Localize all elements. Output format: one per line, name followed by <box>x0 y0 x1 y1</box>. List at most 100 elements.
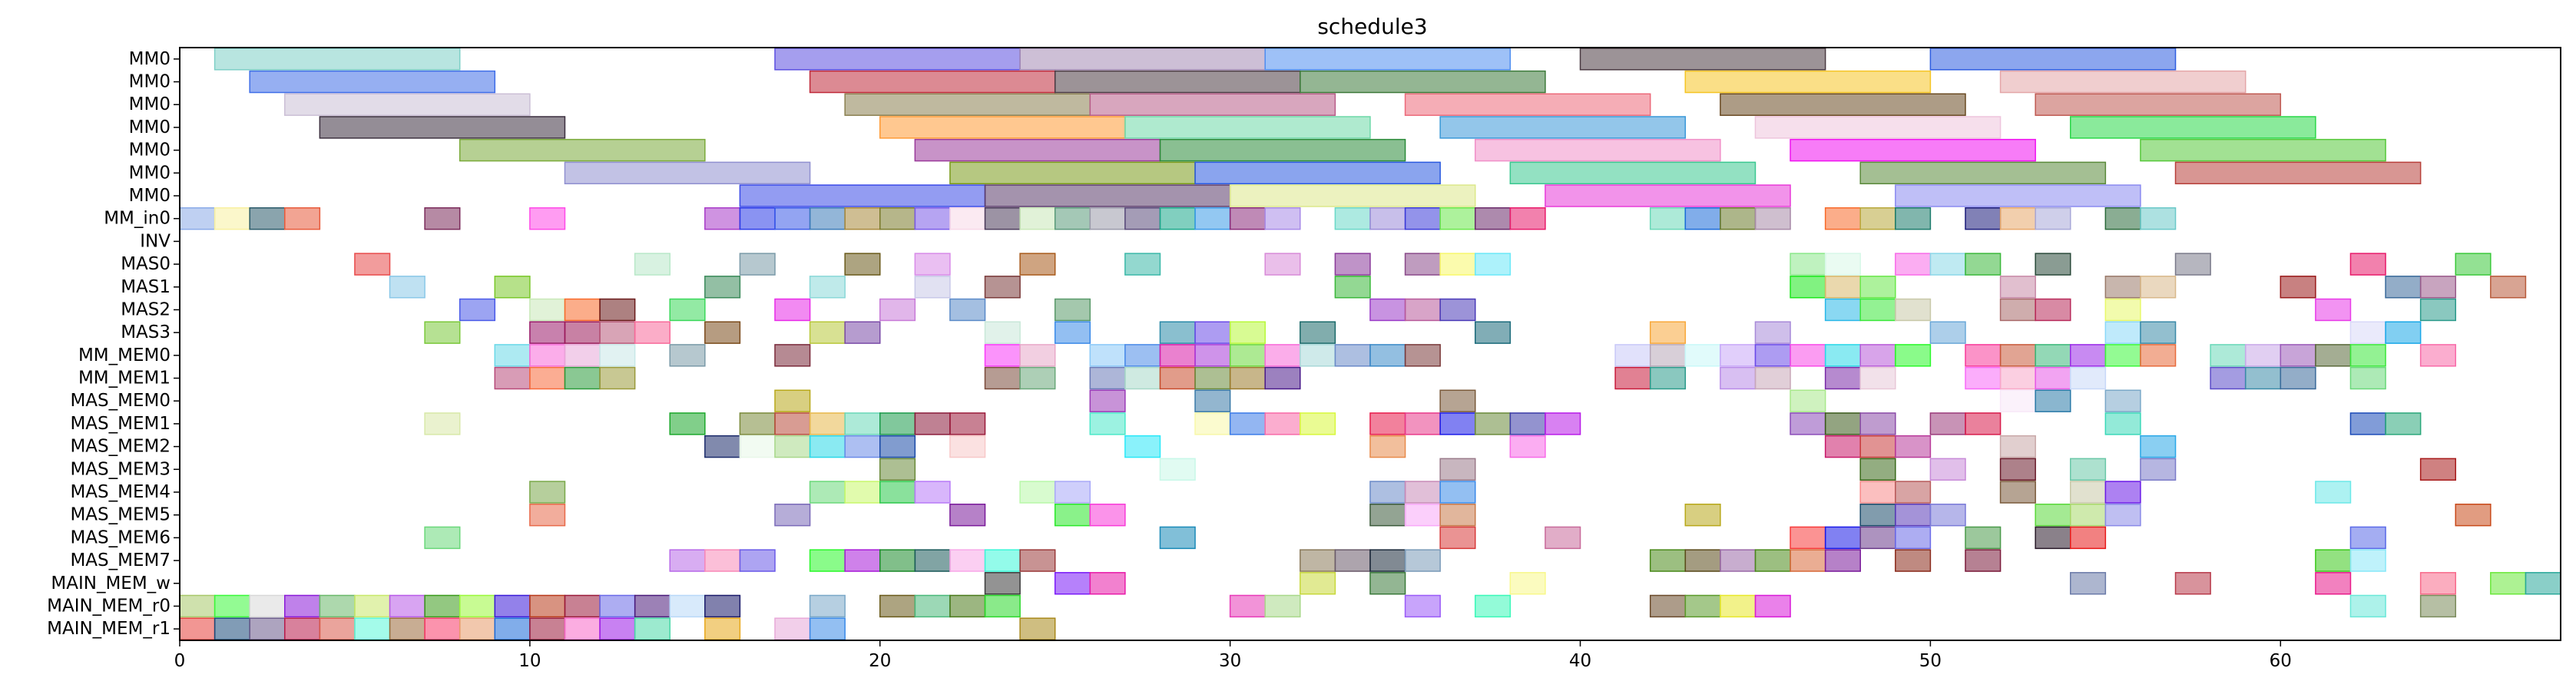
task-bar-23 <box>2070 116 2316 139</box>
task-bar-37 <box>984 184 1231 207</box>
task-bar-412 <box>704 617 741 640</box>
task-bar-113 <box>1999 276 2036 299</box>
task-bar-46 <box>529 207 566 230</box>
task-bar-404 <box>389 617 425 640</box>
task-bar-169 <box>1019 344 1056 367</box>
task-bar-303 <box>529 503 566 527</box>
task-bar-284 <box>2070 458 2107 481</box>
task-bar-338 <box>949 549 986 572</box>
task-bar-96 <box>1895 253 1932 276</box>
task-bar-275 <box>1895 435 1932 458</box>
task-bar-400 <box>249 617 286 640</box>
task-bar-181 <box>1649 344 1687 367</box>
task-bar-116 <box>2280 276 2316 299</box>
task-bar-140 <box>424 321 461 344</box>
task-bar-93 <box>1475 253 1511 276</box>
task-bar-123 <box>599 298 636 322</box>
task-bar-366 <box>2525 572 2561 595</box>
task-bar-381 <box>669 594 706 618</box>
task-bar-354 <box>2349 549 2386 572</box>
task-bar-91 <box>1404 253 1441 276</box>
task-bar-255 <box>1790 412 1826 435</box>
task-bar-57 <box>1054 207 1091 230</box>
task-bar-151 <box>1194 321 1231 344</box>
task-bar-329 <box>2070 526 2107 550</box>
y-axis: MM0MM0MM0MM0MM0MM0MM0MM_in0INVMAS0MAS1MA… <box>47 49 180 639</box>
task-bar-12 <box>284 93 531 116</box>
x-tick-label-0: 0 <box>174 651 186 671</box>
task-bar-33 <box>1509 161 1757 185</box>
task-bar-230 <box>1439 389 1476 412</box>
task-bar-294 <box>1369 481 1406 504</box>
task-bar-244 <box>1089 412 1126 435</box>
y-tick-label-1: MM0 <box>129 72 171 92</box>
task-bar-13 <box>844 93 1091 116</box>
task-bar-253 <box>1509 412 1546 435</box>
task-bar-187 <box>1859 344 1896 367</box>
task-bar-315 <box>2035 503 2071 527</box>
task-bar-215 <box>1720 366 1757 390</box>
task-bar-333 <box>739 549 776 572</box>
task-bar-21 <box>1439 116 1687 139</box>
task-bar-343 <box>1369 549 1406 572</box>
y-tick-label-21: MAS_MEM6 <box>70 527 171 547</box>
task-bar-208 <box>1124 366 1161 390</box>
task-bar-95 <box>1824 253 1861 276</box>
y-tick-label-19: MAS_MEM4 <box>70 482 171 502</box>
task-bar-386 <box>949 594 986 618</box>
task-bar-25 <box>914 138 1161 162</box>
task-bar-350 <box>1824 549 1861 572</box>
task-bar-300 <box>2070 481 2107 504</box>
task-bar-407 <box>494 617 531 640</box>
task-bar-28 <box>1790 138 2036 162</box>
task-bar-124 <box>669 298 706 322</box>
task-bar-346 <box>1684 549 1721 572</box>
task-bar-176 <box>1300 344 1336 367</box>
task-bar-342 <box>1334 549 1371 572</box>
task-bar-165 <box>599 344 636 367</box>
task-bar-99 <box>2035 253 2071 276</box>
task-bar-130 <box>1404 298 1441 322</box>
task-bar-314 <box>1929 503 1966 527</box>
y-tick-label-10: MAS1 <box>121 277 171 297</box>
task-bar-49 <box>774 207 811 230</box>
task-bar-189 <box>1965 344 2002 367</box>
task-bar-216 <box>1754 366 1791 390</box>
task-bar-85 <box>844 253 881 276</box>
task-bar-92 <box>1439 253 1476 276</box>
task-bar-19 <box>879 116 1126 139</box>
task-bar-320 <box>1159 526 1196 550</box>
task-bar-161 <box>2385 321 2422 344</box>
task-bar-340 <box>1019 549 1056 572</box>
task-bar-271 <box>1369 435 1406 458</box>
task-bar-213 <box>1614 366 1651 390</box>
task-bar-392 <box>1649 594 1687 618</box>
task-bar-210 <box>1194 366 1231 390</box>
task-bar-326 <box>1895 526 1932 550</box>
task-bar-108 <box>984 276 1021 299</box>
task-bar-136 <box>2035 298 2071 322</box>
y-tick-label-15: MAS_MEM0 <box>70 391 171 411</box>
task-bar-264 <box>739 435 776 458</box>
task-bar-41 <box>179 207 216 230</box>
task-bar-256 <box>1824 412 1861 435</box>
task-bar-77 <box>1965 207 2002 230</box>
task-bar-336 <box>879 549 916 572</box>
task-bar-288 <box>809 481 846 504</box>
task-bar-88 <box>1124 253 1161 276</box>
task-bars <box>179 48 2561 640</box>
y-tick-label-12: MAS3 <box>121 322 171 342</box>
task-bar-84 <box>739 253 776 276</box>
task-bar-78 <box>1999 207 2036 230</box>
task-bar-225 <box>2280 366 2316 390</box>
task-bar-289 <box>844 481 881 504</box>
task-bar-45 <box>424 207 461 230</box>
task-bar-198 <box>2315 344 2352 367</box>
task-bar-232 <box>1999 389 2036 412</box>
task-bar-53 <box>914 207 951 230</box>
task-bar-118 <box>2419 276 2456 299</box>
task-bar-0 <box>214 48 461 71</box>
task-bar-185 <box>1790 344 1826 367</box>
task-bar-126 <box>879 298 916 322</box>
plot-frame <box>179 47 2561 641</box>
